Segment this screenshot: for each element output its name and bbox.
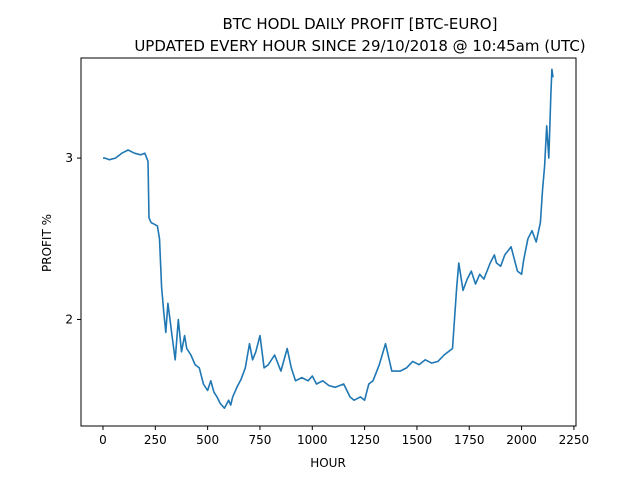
x-tick-label: 750 <box>249 433 272 447</box>
y-tick-label: 3 <box>65 151 73 165</box>
axes-frame <box>80 57 577 427</box>
x-tick-label: 250 <box>144 433 167 447</box>
chart-subtitle: UPDATED EVERY HOUR SINCE 29/10/2018 @ 10… <box>134 37 585 55</box>
x-tick-label: 2250 <box>559 433 590 447</box>
plot-area <box>103 68 554 410</box>
x-tick-label: 1750 <box>454 433 485 447</box>
y-axis-ticks: 23 <box>65 151 81 326</box>
x-tick-label: 2000 <box>506 433 537 447</box>
series-line-0 <box>103 68 554 410</box>
y-tick-label: 2 <box>65 312 73 326</box>
y-axis-label: PROFIT % <box>40 214 54 272</box>
x-tick-label: 1000 <box>297 433 328 447</box>
x-tick-label: 1500 <box>402 433 433 447</box>
x-tick-label: 500 <box>196 433 219 447</box>
x-axis-ticks: 0 250 500 750 1000 1250 1500 1750 2000 2250 <box>99 426 589 447</box>
x-tick-label: 0 <box>99 433 107 447</box>
x-axis-label: HOUR <box>310 456 346 470</box>
x-tick-label: 1250 <box>349 433 380 447</box>
chart-title: BTC HODL DAILY PROFIT [BTC-EURO] <box>223 15 498 33</box>
